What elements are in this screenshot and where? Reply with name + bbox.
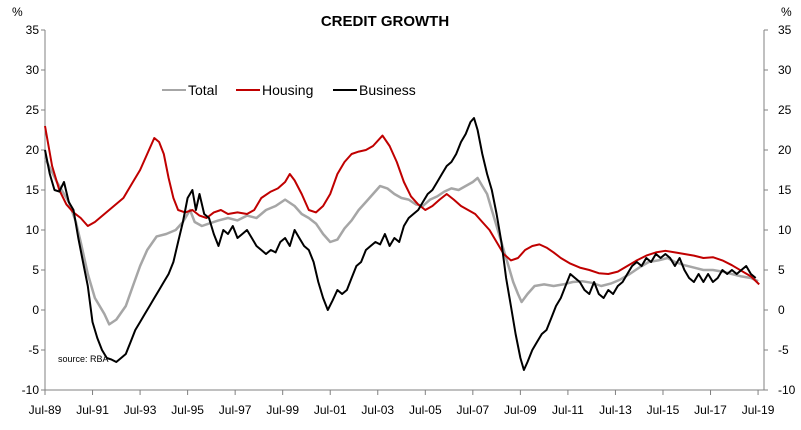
- y-tick-label-left: 35: [26, 23, 40, 37]
- x-tick-label: Jul-15: [647, 403, 680, 417]
- series-line-business: [44, 117, 757, 371]
- y-tick-label-right: 30: [778, 63, 792, 77]
- y-tick-label-left: 5: [32, 263, 39, 277]
- x-tick-label: Jul-13: [599, 403, 632, 417]
- x-tick-label: Jul-99: [266, 403, 299, 417]
- x-tick-label: Jul-97: [219, 403, 252, 417]
- y-axis-unit-left: %: [12, 5, 23, 19]
- y-tick-label-left: 15: [26, 183, 40, 197]
- legend-label-total: Total: [188, 82, 218, 98]
- legend-label-housing: Housing: [262, 82, 313, 98]
- y-tick-label-right: 5: [778, 263, 785, 277]
- y-tick-label-left: 20: [26, 143, 40, 157]
- y-tick-label-right: 10: [778, 223, 792, 237]
- x-tick-label: Jul-95: [171, 403, 204, 417]
- y-tick-label-right: -10: [778, 383, 796, 397]
- chart-title: CREDIT GROWTH: [321, 13, 449, 30]
- x-tick-label: Jul-03: [361, 403, 394, 417]
- y-tick-label-right: 35: [778, 23, 792, 37]
- source-note: source: RBA: [58, 354, 109, 364]
- y-tick-label-left: 0: [32, 303, 39, 317]
- x-tick-label: Jul-09: [504, 403, 537, 417]
- y-tick-label-right: 20: [778, 143, 792, 157]
- x-tick-label: Jul-17: [694, 403, 727, 417]
- y-tick-label-right: 25: [778, 103, 792, 117]
- legend-label-business: Business: [359, 82, 416, 98]
- x-tick-label: Jul-89: [29, 403, 62, 417]
- x-tick-label: Jul-07: [456, 403, 489, 417]
- y-tick-label-left: -10: [22, 383, 40, 397]
- y-tick-label-right: 0: [778, 303, 785, 317]
- y-axis-unit-right: %: [781, 5, 792, 19]
- y-tick-label-left: 25: [26, 103, 40, 117]
- y-tick-label-right: -5: [778, 343, 789, 357]
- y-tick-label-left: -5: [28, 343, 39, 357]
- series-line-housing: [44, 125, 760, 286]
- series-line-total: [43, 157, 759, 326]
- x-tick-label: Jul-05: [409, 403, 442, 417]
- x-tick-label: Jul-93: [124, 403, 157, 417]
- x-tick-label: Jul-11: [552, 403, 584, 417]
- y-tick-label-left: 30: [26, 63, 40, 77]
- x-tick-label: Jul-91: [76, 403, 109, 417]
- y-tick-label-right: 15: [778, 183, 792, 197]
- legend: Total Housing Business: [162, 82, 416, 98]
- x-tick-label: Jul-19: [742, 403, 775, 417]
- x-tick-label: Jul-01: [314, 403, 347, 417]
- y-tick-label-left: 10: [26, 223, 40, 237]
